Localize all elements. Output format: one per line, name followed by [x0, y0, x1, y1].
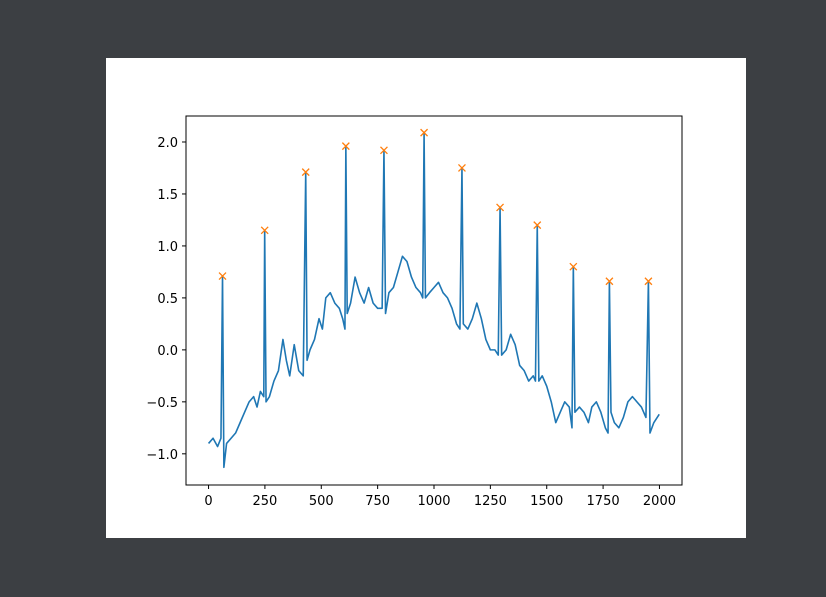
y-tick-label: 2.0	[157, 136, 178, 151]
peak-marker	[218, 272, 227, 281]
x-tick-label: 1500	[530, 494, 563, 509]
x-tick-label: 0	[204, 494, 212, 509]
peak-marker	[301, 168, 310, 177]
peak-marker	[496, 203, 505, 212]
peak-marker	[644, 277, 653, 286]
y-tick-label: −0.5	[146, 396, 178, 411]
x-tick-label: 1000	[417, 494, 450, 509]
peak-marker	[260, 226, 269, 235]
peak-marker	[420, 128, 429, 137]
x-tick-label: 750	[365, 494, 390, 509]
peak-marker	[341, 142, 350, 151]
y-tick-label: 0.0	[157, 344, 178, 359]
peak-marker	[569, 262, 578, 271]
peak-marker	[457, 164, 466, 172]
signal-line	[207, 131, 660, 469]
y-tick-label: 1.0	[157, 240, 178, 255]
x-tick-label: 1750	[587, 494, 620, 509]
peak-marker	[379, 146, 388, 155]
x-tick-label: 500	[309, 494, 334, 509]
x-tick-label: 2000	[643, 494, 676, 509]
peak-marker	[605, 277, 614, 286]
plot-area	[185, 115, 683, 486]
y-tick-label: −1.0	[146, 448, 178, 463]
x-tick-label: 250	[252, 494, 277, 509]
peak-marker	[533, 221, 542, 230]
y-tick-label: 1.5	[157, 188, 178, 203]
y-tick-label: 0.5	[157, 292, 178, 307]
x-tick-label: 1250	[474, 494, 507, 509]
